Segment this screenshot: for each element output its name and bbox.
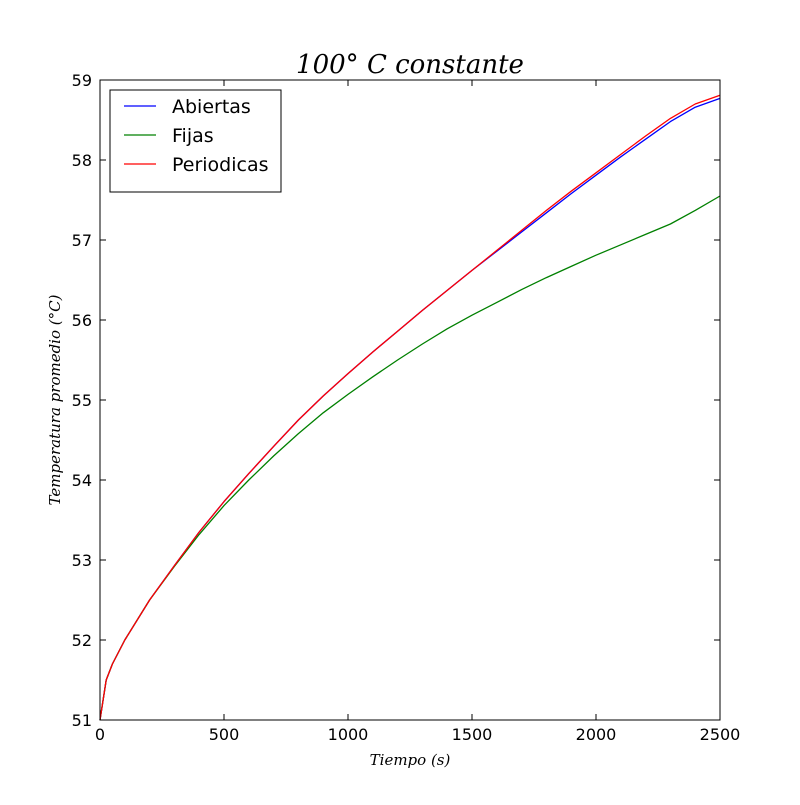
- legend-label-fijas: Fijas: [172, 125, 214, 147]
- legend-label-abiertas: Abiertas: [172, 96, 251, 118]
- x-axis-label: Tiempo (s): [370, 751, 451, 769]
- y-tick-label: 54: [72, 471, 92, 490]
- y-tick-label: 55: [72, 391, 92, 410]
- x-tick-label: 500: [209, 725, 240, 744]
- x-tick-label: 1000: [328, 725, 369, 744]
- chart-title: 100° C constante: [296, 50, 524, 80]
- x-tick-label: 2500: [700, 725, 741, 744]
- legend-box: [109, 89, 282, 193]
- y-tick-label: 53: [72, 551, 92, 570]
- series-line-fijas: [99, 195, 721, 721]
- ticks-layer: 0 500 1000 1500 2000 2500 51 52 53 54 55 56 57 58 59: [72, 71, 741, 744]
- y-tick-label: 52: [72, 631, 92, 650]
- x-tick-label: 0: [95, 725, 105, 744]
- x-tick-label: 2000: [576, 725, 617, 744]
- y-tick-label: 56: [72, 311, 92, 330]
- y-tick-label: 58: [72, 151, 92, 170]
- legend: Abiertas Fijas Periodicas: [109, 89, 282, 193]
- y-tick-label: 59: [72, 71, 92, 90]
- y-axis-label: Temperatura promedio (°C): [46, 294, 64, 505]
- y-tick-label: 51: [72, 711, 92, 730]
- legend-label-periodicas: Periodicas: [172, 154, 269, 176]
- x-tick-label: 1500: [452, 725, 493, 744]
- series-line-periodicas: [99, 94, 721, 721]
- y-tick-label: 57: [72, 231, 92, 250]
- series-layer: [99, 94, 721, 721]
